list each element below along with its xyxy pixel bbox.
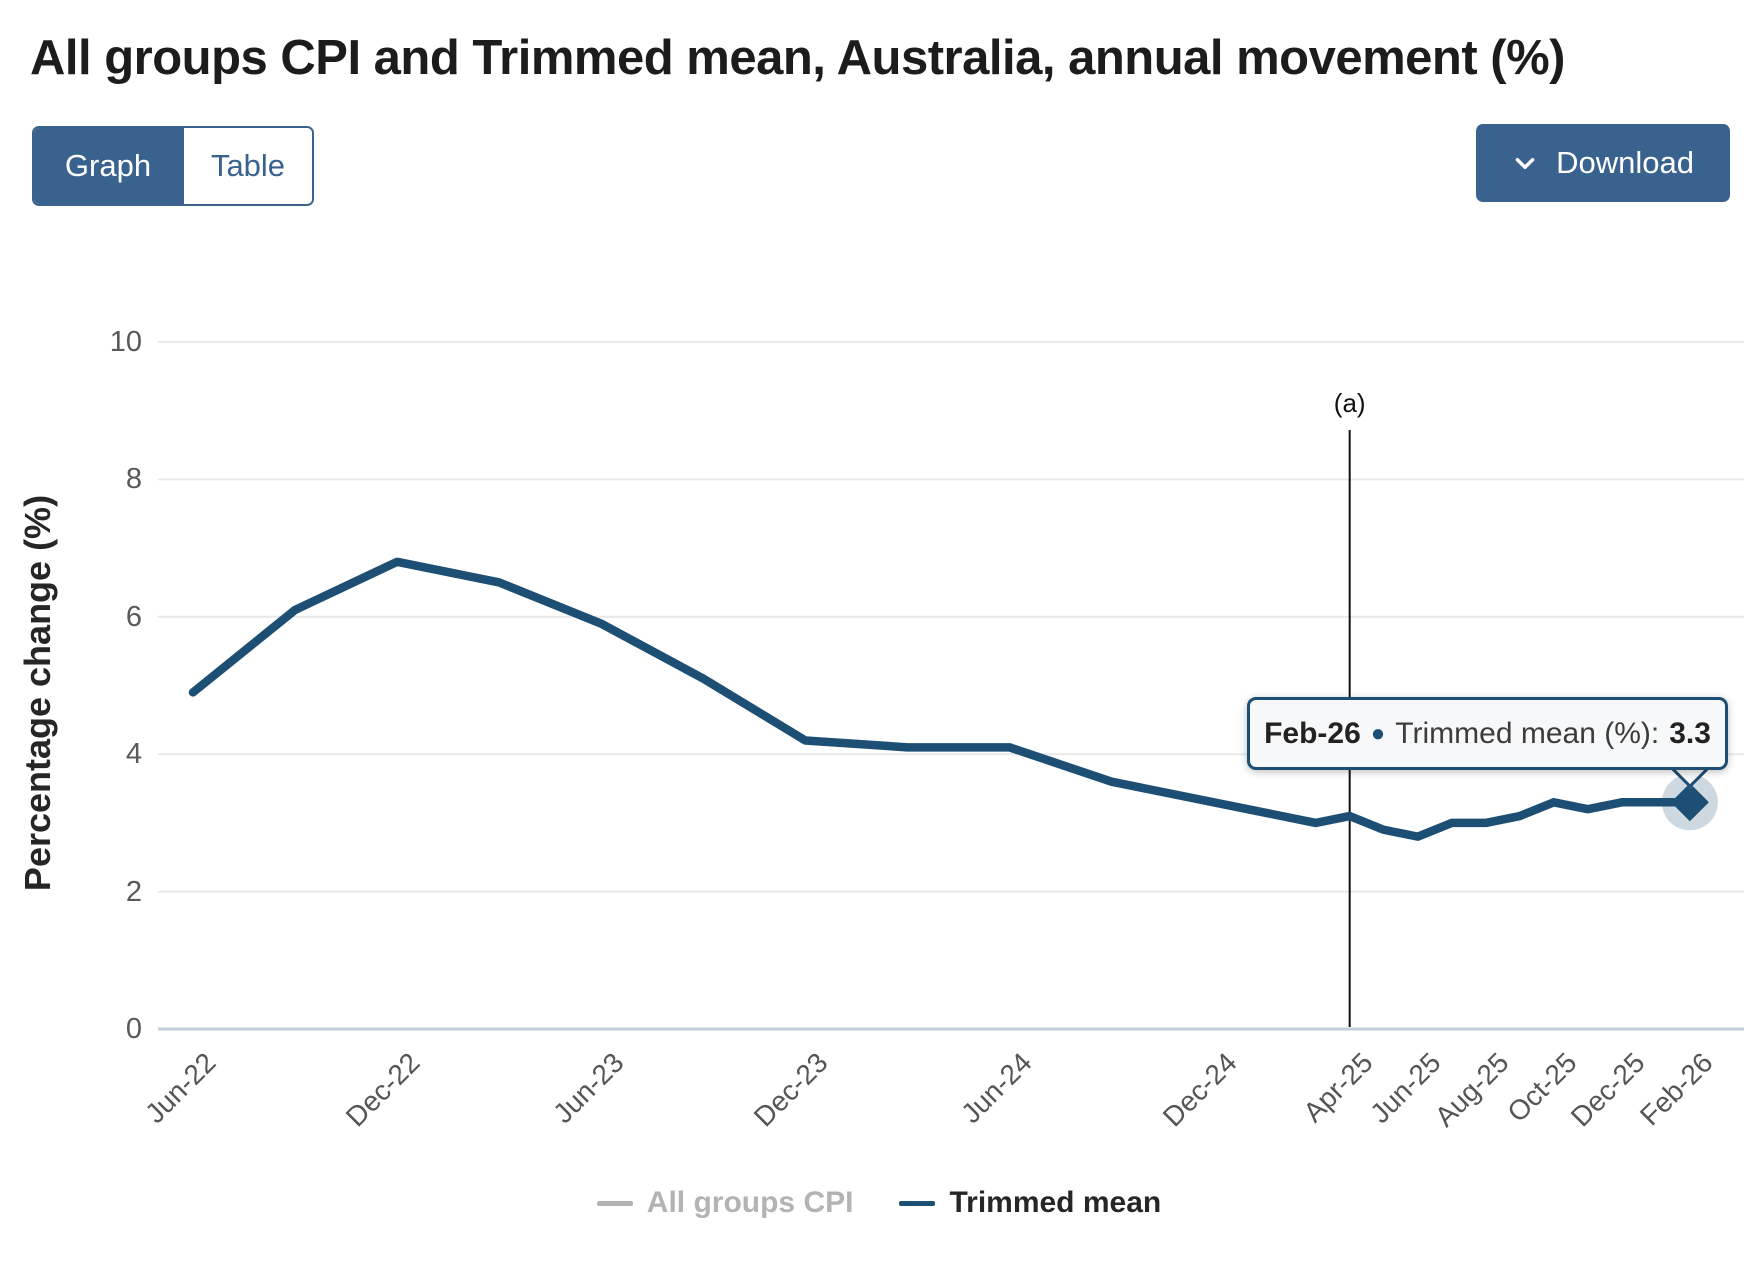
y-tick-label: 10: [109, 326, 142, 358]
trimmed-mean-line[interactable]: [188, 557, 1695, 841]
legend-label: All groups CPI: [646, 1186, 854, 1219]
legend-swatch-icon: [596, 1200, 633, 1206]
tab-table[interactable]: Table: [182, 128, 312, 204]
tooltip-series-label: Trimmed mean (%):: [1395, 716, 1660, 750]
tab-graph[interactable]: Graph: [34, 128, 182, 204]
series-dot-icon: ●: [1370, 719, 1386, 747]
y-tick-label: 6: [125, 600, 142, 633]
footnote-a-annotation: (a): [1333, 388, 1366, 418]
y-tick-label: 8: [125, 463, 142, 496]
y-tick-label: 2: [125, 875, 142, 908]
page-title: All groups CPI and Trimmed mean, Austral…: [30, 31, 1566, 85]
y-tick-label: 0: [125, 1013, 142, 1045]
y-axis-title: Percentage change (%): [17, 494, 58, 892]
legend-item-all-groups-cpi[interactable]: All groups CPI: [596, 1186, 854, 1220]
tooltip-value: 3.3: [1669, 716, 1711, 750]
legend-item-trimmed-mean[interactable]: Trimmed mean: [899, 1186, 1161, 1220]
chevron-down-icon: [1512, 150, 1538, 176]
graph-table-toggle: Graph Table: [32, 126, 314, 206]
download-button-label: Download: [1556, 145, 1694, 180]
data-point-marker[interactable]: [1670, 783, 1709, 822]
tooltip-period: Feb-26: [1264, 716, 1361, 750]
legend-label: Trimmed mean: [949, 1186, 1162, 1219]
legend-swatch-icon: [899, 1200, 936, 1206]
download-button[interactable]: Download: [1476, 124, 1730, 202]
hover-tooltip: Feb-26 ● Trimmed mean (%): 3.3: [1247, 697, 1728, 770]
y-tick-label: 4: [125, 738, 142, 771]
chart-legend: All groups CPI Trimmed mean: [0, 1186, 1758, 1220]
